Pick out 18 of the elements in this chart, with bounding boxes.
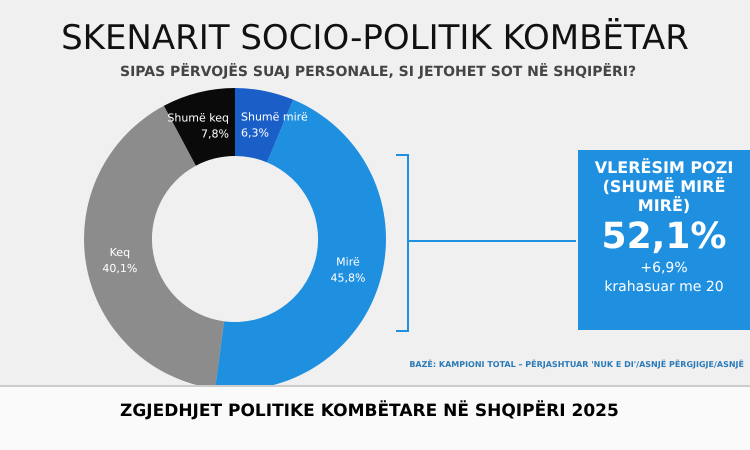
chart-title: SKENARIT SOCIO-POLITIK KOMBËTAR	[60, 18, 690, 58]
text: BAZË: KAMPIONI TOTAL – PËRJASHTUAR 'NUK E DI'/ASNJË PËRGJIGJE/ASNJË	[409, 360, 744, 369]
data-label: 40,1%	[102, 262, 138, 275]
text: +6,9%	[639, 259, 689, 278]
text: VLERËSIM POZI	[594, 158, 734, 177]
data-label: 7,8%	[201, 127, 229, 140]
text: ZGJEDHJET POLITIKE KOMBËTARE NË SHQIPËRI 2025	[120, 401, 619, 421]
data-label: 45,8%	[330, 272, 366, 285]
chart-subtitle: SIPAS PËRVOJËS SUAJ PERSONALE, SI JETOHET SOT NË SHQIPËRI?	[120, 64, 636, 80]
slice-label: Mirë	[336, 256, 360, 269]
text: krahasuar me 20	[603, 278, 725, 297]
slice-label: Shumë mirë	[241, 110, 308, 124]
slice-label: Shumë keq	[167, 111, 229, 124]
text: 52,1%	[600, 215, 728, 259]
text: (SHUMË MIRË	[602, 177, 726, 196]
text: MIRË)	[636, 196, 692, 215]
data-label: 6,3%	[241, 126, 269, 140]
slice-label: Keq	[110, 246, 130, 259]
